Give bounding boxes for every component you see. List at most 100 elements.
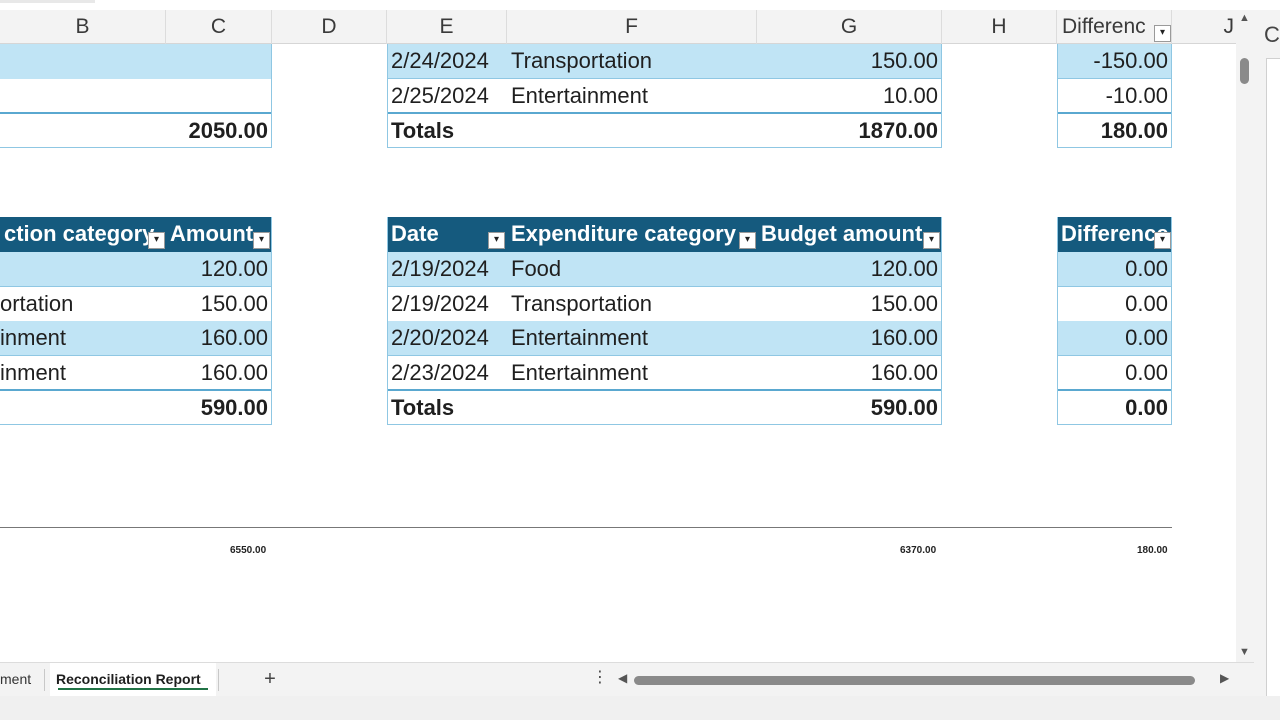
column-header-j[interactable]: J bbox=[1223, 15, 1235, 38]
amount-cell[interactable]: 160.00 bbox=[870, 360, 938, 385]
header-category[interactable]: ction category bbox=[0, 217, 168, 252]
header-difference[interactable]: Difference bbox=[1057, 217, 1172, 252]
filter-dropdown-icon[interactable]: ▾ bbox=[739, 232, 756, 249]
table-border bbox=[387, 217, 388, 425]
table-border bbox=[1057, 44, 1058, 148]
difference-cell[interactable]: 0.00 bbox=[1125, 360, 1168, 385]
row-divider bbox=[0, 286, 272, 287]
row-divider bbox=[387, 78, 942, 79]
category-cell[interactable]: Entertainment bbox=[507, 321, 757, 356]
column-header-d[interactable]: D bbox=[272, 10, 387, 44]
amount-cell[interactable]: 10.00 bbox=[882, 83, 938, 108]
filter-dropdown-icon[interactable]: ▾ bbox=[148, 232, 165, 249]
table-border bbox=[387, 147, 942, 148]
category-cell[interactable]: Entertainment bbox=[511, 360, 648, 385]
difference-cell[interactable]: 0.00 bbox=[1057, 252, 1172, 287]
category-cell[interactable]: Food bbox=[507, 252, 757, 287]
summary-separator bbox=[0, 527, 1172, 528]
amount-cell[interactable]: 120.00 bbox=[166, 252, 272, 287]
table-row[interactable] bbox=[0, 44, 272, 79]
sheet-tab-reconciliation-report[interactable]: Reconciliation Report bbox=[50, 663, 216, 697]
scroll-left-icon[interactable]: ◀ bbox=[618, 671, 628, 685]
date-cell[interactable]: 2/23/2024 bbox=[391, 360, 489, 385]
totals-amount[interactable]: 590.00 bbox=[870, 395, 938, 420]
totals-divider bbox=[0, 112, 272, 114]
difference-cell[interactable]: -150.00 bbox=[1057, 44, 1172, 79]
category-cell[interactable]: Transportation bbox=[511, 291, 653, 316]
header-budget-amount[interactable]: Budget amount bbox=[757, 217, 942, 252]
vertical-scrollbar[interactable]: ▲ ▼ bbox=[1236, 10, 1254, 662]
totals-amount[interactable]: 2050.00 bbox=[188, 118, 268, 143]
amount-cell[interactable]: 150.00 bbox=[200, 291, 268, 316]
table-border bbox=[1171, 44, 1172, 148]
category-cell[interactable]: inment bbox=[0, 321, 166, 356]
table-border bbox=[0, 424, 272, 425]
table-border bbox=[941, 44, 942, 148]
column-header-e[interactable]: E bbox=[387, 10, 507, 44]
vertical-scroll-thumb[interactable] bbox=[1240, 58, 1249, 84]
amount-cell[interactable]: 160.00 bbox=[757, 321, 942, 356]
difference-total[interactable]: 0.00 bbox=[1125, 395, 1168, 420]
date-cell[interactable]: 2/19/2024 bbox=[387, 252, 507, 287]
amount-cell[interactable]: 150.00 bbox=[757, 44, 942, 79]
table-border bbox=[387, 424, 942, 425]
header-date[interactable]: Date bbox=[387, 217, 507, 252]
date-cell[interactable]: 2/20/2024 bbox=[387, 321, 507, 356]
row-divider bbox=[0, 355, 272, 356]
horizontal-scroll-thumb[interactable] bbox=[634, 676, 1195, 685]
totals-amount[interactable]: 1870.00 bbox=[858, 118, 938, 143]
scroll-right-icon[interactable]: ▶ bbox=[1220, 671, 1230, 685]
row-divider bbox=[387, 286, 942, 287]
category-cell[interactable] bbox=[0, 252, 166, 287]
side-pane-label[interactable]: C bbox=[1264, 22, 1280, 47]
add-sheet-button[interactable]: + bbox=[264, 668, 276, 690]
filter-dropdown-icon[interactable]: ▾ bbox=[1154, 25, 1171, 42]
scroll-down-icon[interactable]: ▼ bbox=[1239, 646, 1250, 658]
filter-dropdown-icon[interactable]: ▾ bbox=[253, 232, 270, 249]
scroll-up-icon[interactable]: ▲ bbox=[1239, 12, 1250, 24]
totals-amount[interactable]: 590.00 bbox=[200, 395, 268, 420]
difference-cell[interactable]: -10.00 bbox=[1105, 83, 1168, 108]
column-header-c[interactable]: C bbox=[166, 10, 272, 44]
row-divider bbox=[387, 355, 942, 356]
active-tab-underline bbox=[58, 688, 208, 690]
filter-dropdown-icon[interactable]: ▾ bbox=[923, 232, 940, 249]
column-header-i[interactable]: Differenc bbox=[1057, 10, 1172, 44]
difference-cell[interactable]: 0.00 bbox=[1125, 291, 1168, 316]
header-expenditure-category[interactable]: Expenditure category bbox=[507, 217, 757, 252]
totals-label[interactable]: Totals bbox=[391, 395, 455, 420]
more-options-icon[interactable]: ⋮ bbox=[592, 669, 608, 686]
summary-middle-total[interactable]: 6370.00 bbox=[900, 545, 937, 556]
difference-total[interactable]: 180.00 bbox=[1100, 118, 1168, 143]
date-cell[interactable]: 2/25/2024 bbox=[391, 83, 489, 108]
date-cell[interactable]: 2/19/2024 bbox=[391, 291, 489, 316]
column-header-g[interactable]: G bbox=[757, 10, 942, 44]
summary-left-total[interactable]: 6550.00 bbox=[230, 545, 267, 556]
category-cell[interactable]: Entertainment bbox=[511, 83, 648, 108]
summary-right-total[interactable]: 180.00 bbox=[1137, 545, 1168, 556]
category-cell[interactable]: Transportation bbox=[507, 44, 757, 79]
totals-divider bbox=[1057, 389, 1172, 391]
totals-divider bbox=[387, 389, 942, 391]
row-divider bbox=[1057, 286, 1172, 287]
filter-dropdown-icon[interactable]: ▾ bbox=[488, 232, 505, 249]
filter-dropdown-icon[interactable]: ▾ bbox=[1154, 232, 1171, 249]
date-cell[interactable]: 2/24/2024 bbox=[387, 44, 507, 79]
column-header-f[interactable]: F bbox=[507, 10, 757, 44]
side-pane-body bbox=[1266, 58, 1280, 698]
table-border bbox=[1057, 217, 1058, 425]
amount-cell[interactable]: 120.00 bbox=[757, 252, 942, 287]
category-cell[interactable]: inment bbox=[0, 360, 67, 385]
difference-cell[interactable]: 0.00 bbox=[1057, 321, 1172, 356]
amount-cell[interactable]: 160.00 bbox=[200, 360, 268, 385]
totals-label[interactable]: Totals bbox=[391, 118, 455, 143]
column-header-b[interactable]: B bbox=[0, 10, 166, 44]
table-border bbox=[1057, 424, 1172, 425]
category-cell[interactable]: ortation bbox=[0, 291, 74, 316]
worksheet-grid[interactable]: 2050.00 2/24/2024 Transportation 150.00 … bbox=[0, 44, 1236, 662]
amount-cell[interactable]: 150.00 bbox=[870, 291, 938, 316]
amount-cell[interactable]: 160.00 bbox=[166, 321, 272, 356]
column-header-h[interactable]: H bbox=[942, 10, 1057, 44]
sheet-tab-previous[interactable]: ment bbox=[0, 671, 32, 687]
table-row[interactable] bbox=[0, 79, 272, 114]
